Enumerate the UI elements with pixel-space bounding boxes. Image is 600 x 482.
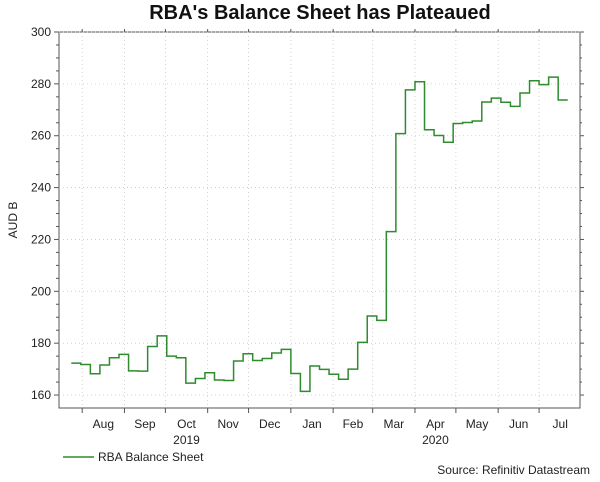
- x-tick-label: Jun: [509, 417, 528, 431]
- x-tick-label: Jul: [553, 417, 568, 431]
- x-tick-label: Jan: [302, 417, 321, 431]
- x-tick-label: Aug: [93, 417, 114, 431]
- x-axis-tick-labels: Aug Sep Oct Nov Dec Jan Feb Mar Apr May Jun Jul 2019…: [93, 417, 568, 447]
- y-axis-tick-labels: 160 180 200 220 240 260 280 300: [31, 25, 51, 402]
- y-tick-label: 160: [31, 388, 51, 402]
- series-group: [71, 76, 568, 393]
- axis-ticks: [54, 29, 584, 413]
- x-tick-label: Apr: [426, 417, 445, 431]
- x-tick-label: Mar: [383, 417, 404, 431]
- x-year-label: 2019: [173, 433, 200, 447]
- x-year-label: 2020: [422, 433, 449, 447]
- chart-title: RBA's Balance Sheet has Plateaued: [149, 2, 491, 24]
- x-tick-label: Sep: [134, 417, 156, 431]
- y-tick-label: 260: [31, 129, 51, 143]
- y-tick-label: 280: [31, 77, 51, 91]
- source-note: Source: Refinitiv Datastream: [437, 463, 590, 477]
- y-axis-label: AUD B: [6, 202, 20, 239]
- series-line-0: [71, 76, 568, 393]
- x-tick-label: Nov: [217, 417, 238, 431]
- x-tick-label: Feb: [343, 417, 364, 431]
- y-tick-label: 220: [31, 232, 51, 246]
- y-tick-label: 240: [31, 181, 51, 195]
- legend: RBA Balance Sheet: [63, 450, 204, 464]
- y-tick-label: 180: [31, 336, 51, 350]
- plot-area: [58, 31, 581, 409]
- x-tick-label: Oct: [177, 417, 196, 431]
- x-tick-label: May: [466, 417, 489, 431]
- legend-label: RBA Balance Sheet: [98, 450, 204, 464]
- y-tick-label: 300: [31, 25, 51, 39]
- y-tick-label: 200: [31, 284, 51, 298]
- x-tick-label: Dec: [259, 417, 280, 431]
- grid: [59, 31, 580, 408]
